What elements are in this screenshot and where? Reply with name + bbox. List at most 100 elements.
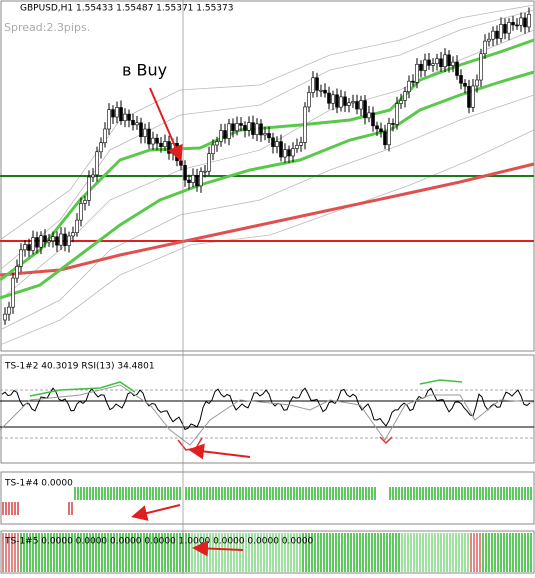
candle-body bbox=[503, 24, 507, 34]
signal-bar bbox=[425, 533, 427, 572]
signal-bar bbox=[353, 487, 355, 500]
signal-bar bbox=[14, 502, 16, 515]
signal-bar bbox=[152, 487, 154, 500]
candle-body bbox=[19, 249, 23, 267]
candle-body bbox=[195, 174, 199, 187]
signal-bar bbox=[23, 533, 25, 572]
signal-bar bbox=[437, 533, 439, 572]
signal-bar bbox=[62, 533, 64, 572]
signal-bar bbox=[464, 487, 466, 500]
signal-bar bbox=[527, 487, 529, 500]
signal-bar bbox=[110, 533, 112, 572]
signal-bar bbox=[506, 533, 508, 572]
candle-body bbox=[183, 165, 187, 181]
candle-body bbox=[519, 17, 523, 26]
signal-bar bbox=[119, 487, 121, 500]
signal-bar bbox=[527, 533, 529, 572]
signal-bar bbox=[281, 487, 283, 500]
signal-bar bbox=[191, 533, 193, 572]
signal-bar bbox=[419, 533, 421, 572]
signal-bar bbox=[131, 487, 133, 500]
signal-bar bbox=[131, 533, 133, 572]
signal-bar bbox=[386, 533, 388, 572]
signal-bar bbox=[173, 487, 175, 500]
candle-body bbox=[139, 122, 143, 137]
signal-bar bbox=[263, 487, 265, 500]
signal-bar bbox=[50, 533, 52, 572]
signal-bar bbox=[296, 487, 298, 500]
signal-bar bbox=[257, 533, 259, 572]
candle-body bbox=[355, 101, 359, 110]
signal-bar bbox=[113, 487, 115, 500]
signal-bar bbox=[20, 533, 22, 572]
signal-bar bbox=[410, 533, 412, 572]
signal-bar bbox=[257, 487, 259, 500]
candle-body bbox=[143, 128, 147, 137]
candle-body bbox=[395, 103, 399, 125]
signal-bar bbox=[356, 533, 358, 572]
candle-body bbox=[383, 131, 387, 146]
signal-bar bbox=[365, 487, 367, 500]
signal-bar bbox=[239, 487, 241, 500]
signal-bar bbox=[515, 533, 517, 572]
candle-body bbox=[375, 125, 379, 130]
candle-body bbox=[471, 85, 475, 108]
signal-bar bbox=[113, 533, 115, 572]
candle-body bbox=[299, 142, 303, 146]
signal-bar bbox=[221, 533, 223, 572]
signal-bar bbox=[251, 533, 253, 572]
signal-bar bbox=[344, 487, 346, 500]
spread: Spread:2.3pips. bbox=[4, 21, 90, 34]
signal-bar bbox=[476, 533, 478, 572]
signal-bar bbox=[401, 533, 403, 572]
signal-bar bbox=[500, 533, 502, 572]
candle-body bbox=[391, 123, 395, 125]
candle-body bbox=[307, 92, 311, 108]
signal-bar bbox=[221, 487, 223, 500]
signal-bar bbox=[158, 487, 160, 500]
signal-bar bbox=[440, 487, 442, 500]
candle-body bbox=[499, 24, 503, 39]
signal-bar bbox=[80, 533, 82, 572]
signal-bar bbox=[314, 533, 316, 572]
candle-body bbox=[87, 176, 91, 201]
signal-bar bbox=[2, 533, 4, 572]
signal-bar bbox=[194, 487, 196, 500]
candle-body bbox=[363, 100, 367, 119]
signal-bar bbox=[347, 487, 349, 500]
signal-bar bbox=[110, 487, 112, 500]
signal-bar bbox=[296, 533, 298, 572]
signal-bar bbox=[155, 487, 157, 500]
signal-bar bbox=[449, 487, 451, 500]
signal-bar bbox=[260, 533, 262, 572]
signal-bar bbox=[422, 487, 424, 500]
signal-bar bbox=[122, 533, 124, 572]
signal-bar bbox=[374, 533, 376, 572]
candle-body bbox=[443, 54, 447, 68]
candle-body bbox=[467, 85, 471, 108]
candle-body bbox=[7, 306, 11, 315]
signal-bar bbox=[149, 487, 151, 500]
signal-bar bbox=[35, 533, 37, 572]
signal-bar bbox=[338, 487, 340, 500]
signal-bar bbox=[101, 487, 103, 500]
candle-body bbox=[271, 137, 275, 147]
signal-bar bbox=[359, 487, 361, 500]
signal-bar bbox=[287, 487, 289, 500]
signal-bar bbox=[239, 533, 241, 572]
candle-body bbox=[427, 59, 431, 66]
signal-bar bbox=[359, 533, 361, 572]
signal-bar bbox=[137, 533, 139, 572]
signal-bar bbox=[146, 533, 148, 572]
signal-bar bbox=[467, 487, 469, 500]
signal-bar bbox=[272, 487, 274, 500]
candle-body bbox=[283, 149, 287, 158]
signal-bar bbox=[209, 487, 211, 500]
signal-bar bbox=[431, 533, 433, 572]
signal-bar bbox=[458, 487, 460, 500]
ts5-panel: TS-1#5 0.0000 0.0000 0.0000 0.0000 1.000… bbox=[0, 530, 535, 574]
signal-bar bbox=[83, 533, 85, 572]
signal-bar bbox=[200, 487, 202, 500]
signal-bar bbox=[458, 533, 460, 572]
signal-bar bbox=[158, 533, 160, 572]
